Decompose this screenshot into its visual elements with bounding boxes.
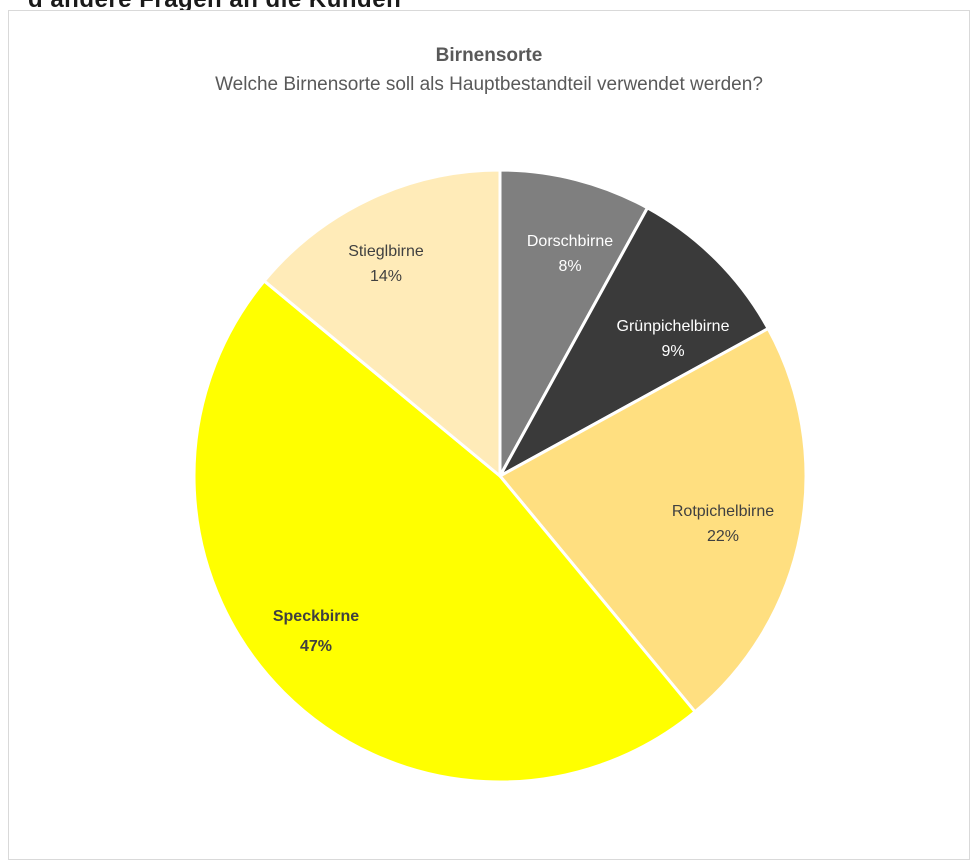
pie-slice-speckbirne <box>192 279 697 784</box>
slice-label-value: 9% <box>661 343 684 360</box>
chart-title: Birnensorte <box>435 45 543 66</box>
page-heading-partial: d andere Fragen an die Kunden <box>28 0 401 14</box>
pie-slice-stieglbirne <box>262 168 502 478</box>
chart-subtitle: Welche Birnensorte soll als Hauptbestand… <box>215 74 763 95</box>
slice-label-name: Dorschbirne <box>527 233 613 250</box>
pie-chart: Dorschbirne 8% Grünpichelbirne 9% Rotpichelb… <box>192 168 808 784</box>
slice-label-name: Speckbirne <box>273 608 359 625</box>
slice-label-speckbirne: Speckbirne 47% <box>273 608 359 655</box>
chart-area: Birnensorte Welche Birnensorte soll als … <box>8 10 970 860</box>
pie-slice-dorschbirne <box>498 168 649 478</box>
slice-label-dorschbirne: Dorschbirne 8% <box>527 233 613 275</box>
pie-slice-rotpichelbirne <box>498 327 808 714</box>
slice-label-name: Stieglbirne <box>348 243 424 260</box>
slice-label-stieglbirne: Stieglbirne 14% <box>348 243 424 285</box>
slice-label-value: 47% <box>300 638 332 655</box>
slice-label-name: Grünpichelbirne <box>617 318 730 335</box>
slice-label-grünpichelbirne: Grünpichelbirne 9% <box>617 318 730 360</box>
slice-label-value: 14% <box>370 268 402 285</box>
slice-label-rotpichelbirne: Rotpichelbirne 22% <box>672 503 774 545</box>
slice-label-value: 22% <box>707 528 739 545</box>
pie-slice-grünpichelbirne <box>498 206 770 478</box>
slice-label-name: Rotpichelbirne <box>672 503 774 520</box>
slice-label-value: 8% <box>558 258 581 275</box>
